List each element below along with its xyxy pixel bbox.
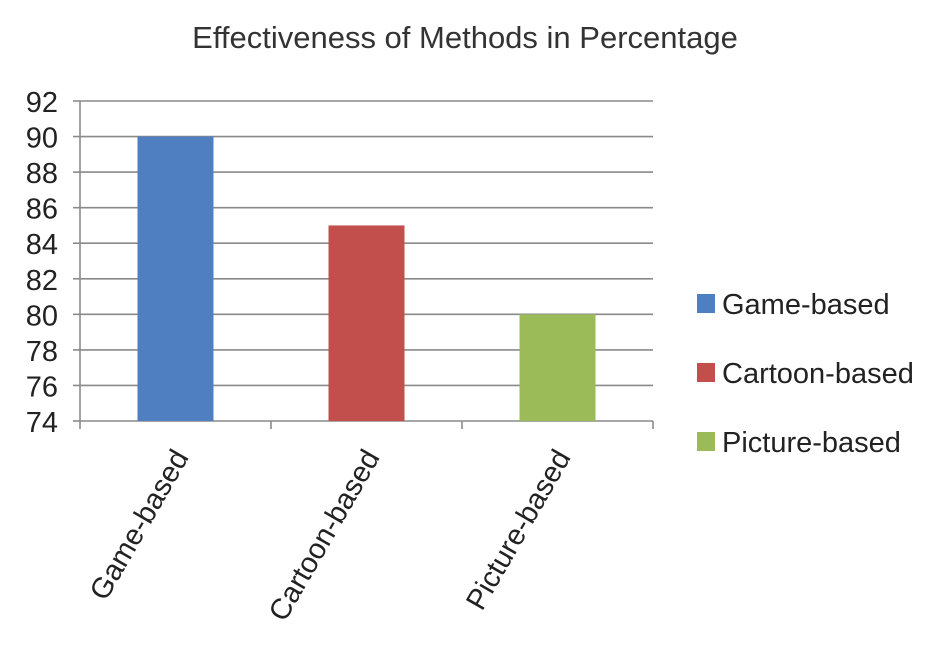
x-category-label: Picture-based: [460, 445, 577, 616]
y-tick-label: 76: [26, 371, 58, 403]
x-axis-category-labels: Game-based Cartoon-based Picture-based: [84, 445, 578, 627]
y-tick-label: 90: [26, 123, 58, 155]
legend-label: Game-based: [722, 289, 890, 321]
bar-cartoon-based: [328, 225, 405, 421]
y-tick-label: 86: [26, 194, 58, 226]
legend-swatch-game-based: [697, 294, 715, 313]
y-tick-label: 84: [26, 229, 58, 261]
y-tick-label: 74: [26, 407, 58, 439]
x-category-label: Game-based: [84, 445, 196, 606]
legend: Game-based Cartoon-based Picture-based: [697, 289, 914, 459]
y-tick-label: 78: [26, 336, 58, 368]
legend-swatch-cartoon-based: [697, 363, 715, 382]
legend-swatch-picture-based: [697, 432, 715, 451]
chart-title: Effectiveness of Methods in Percentage: [192, 20, 738, 55]
bar-game-based: [137, 136, 214, 422]
y-tick-label: 82: [26, 265, 58, 297]
bars: [137, 136, 596, 422]
legend-label: Cartoon-based: [722, 358, 914, 390]
y-tick-label: 92: [26, 87, 58, 119]
y-tick-label: 88: [26, 158, 58, 190]
legend-label: Picture-based: [722, 427, 901, 459]
x-category-label: Cartoon-based: [263, 445, 387, 627]
y-tick-label: 80: [26, 300, 58, 332]
bar-picture-based: [519, 314, 596, 421]
